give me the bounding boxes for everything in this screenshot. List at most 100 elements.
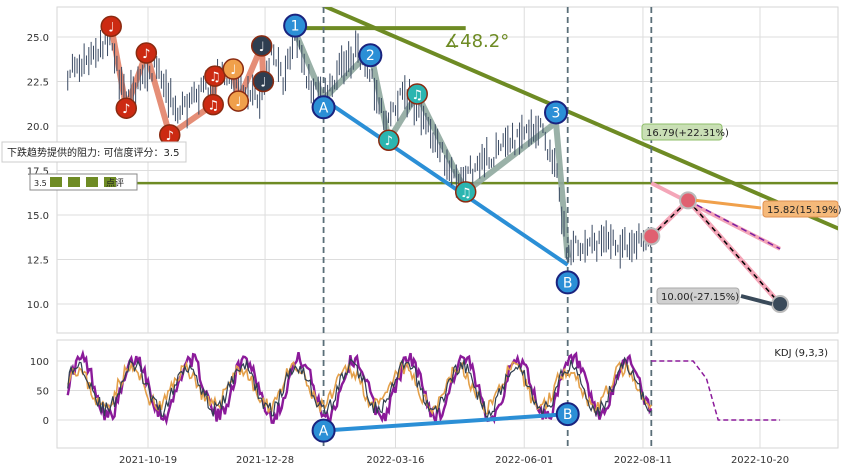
- forecast-origin-marker: [642, 227, 661, 246]
- price-y-tick: 25.0: [27, 33, 49, 44]
- note-marker-circle: [202, 93, 224, 116]
- annotations: ♩ ♪ ♪ ♪ ♫ ♫ ♩ ♩ ♩ ♩ ♪ ♫ ♫ 1 A 2 3 B A B ∡48.2° 下跌趋势提供的阻力: 可信度…: [1, 13, 842, 443]
- forecast-label-text: 10.00(-27.15%): [661, 292, 739, 303]
- note-marker-circle: [227, 90, 250, 112]
- note-marker-circle: [135, 42, 158, 64]
- note-marker-circle: [454, 181, 477, 203]
- note-marker: ♪: [135, 42, 158, 64]
- x-tick-label: 2021-10-19: [119, 455, 177, 466]
- note-marker: ♩: [227, 90, 250, 112]
- note-marker-circle: [406, 83, 428, 105]
- note-marker: ♪: [378, 129, 400, 151]
- axis-ticks: 25.0 22.5 20.0 17.5 15.0 12.5 10.0 100 50 0 2021-1…: [27, 33, 789, 466]
- price-y-tick: 17.5: [27, 167, 49, 178]
- rating-badge: 3.5 点评: [29, 173, 138, 191]
- rating-star: [50, 177, 62, 187]
- note-glyph: ♫: [460, 186, 472, 201]
- resistance-tooltip: 下跌趋势提供的阻力: 可信度评分：3.5: [1, 141, 187, 163]
- kdj-j-line: [66, 349, 653, 426]
- kdj-y-tick: 0: [43, 416, 49, 427]
- kdj-y-tick: 50: [36, 387, 49, 398]
- downtrend-resistance-line: [321, 7, 838, 231]
- note-marker: ♩: [100, 15, 122, 38]
- angle-label: ∡48.2°: [444, 31, 509, 52]
- pattern-point-circle: [283, 13, 308, 38]
- pattern-point-circle: [555, 270, 580, 295]
- pattern-point-A: A: [311, 95, 336, 120]
- kdj-k-line: [67, 356, 652, 418]
- x-tick-label: 2022-06-01: [495, 455, 553, 466]
- pattern-point-label: A: [319, 100, 329, 116]
- forecast-path-alt: [650, 181, 781, 251]
- rating-star: [104, 177, 116, 187]
- note-glyph: ♫: [411, 88, 423, 103]
- resistance-tooltip-box: [1, 141, 187, 163]
- kdj-divergence-line: [323, 412, 568, 433]
- forecast-arrow-up: [695, 198, 762, 210]
- red-zigzag-pattern: [108, 25, 267, 138]
- resistance-tooltip-text: 下跌趋势提供的阻力: 可信度评分：3.5: [7, 146, 179, 159]
- pattern-point-circle: [544, 100, 568, 125]
- forecast-label: 10.00(-27.15%): [656, 287, 740, 305]
- note-marker: ♩: [250, 35, 273, 57]
- note-marker: ♫: [406, 83, 428, 105]
- note-glyph: ♩: [230, 63, 236, 78]
- rating-tail: 点评: [106, 178, 124, 189]
- note-glyph: ♫: [209, 70, 221, 85]
- indicator-panel: [66, 340, 781, 448]
- forecast-label-box: [762, 200, 839, 218]
- note-glyph: ♩: [108, 20, 114, 35]
- divergence-point-A: A: [311, 418, 336, 443]
- kdj-legend: KDJ (9,3,3): [774, 348, 828, 359]
- note-glyph: ♩: [260, 76, 266, 91]
- note-marker: ♫: [204, 65, 226, 87]
- pattern-point-B: B: [555, 270, 580, 295]
- note-glyph: ♩: [235, 95, 241, 110]
- divergence-point-circle: [311, 418, 336, 443]
- forecast-label-box: [656, 287, 740, 305]
- note-marker-circle: [204, 65, 226, 87]
- price-y-tick: 15.0: [27, 211, 49, 222]
- x-tick-label: 2022-03-16: [366, 455, 424, 466]
- note-marker: ♫: [454, 181, 477, 203]
- note-glyph: ♪: [122, 102, 130, 117]
- forecast-label-text: 15.82(15.19%): [767, 205, 842, 216]
- note-marker-circle: [100, 15, 122, 38]
- note-marker-circle: [115, 97, 138, 119]
- x-tick-label: 2022-10-20: [731, 455, 789, 466]
- price-y-tick: 10.0: [27, 300, 49, 311]
- pattern-point-circle: [358, 43, 383, 68]
- forecast-arrow-down: [740, 294, 773, 306]
- divergence-point-B: B: [555, 402, 580, 427]
- divergence-point-label: A: [319, 424, 329, 440]
- note-glyph: ♪: [166, 129, 174, 144]
- note-marker-circle: [252, 70, 275, 93]
- rating-star: [68, 177, 80, 187]
- forecast-path-purple: [687, 199, 781, 250]
- forecast-path-down: [686, 198, 782, 306]
- note-marker-circle: [222, 58, 245, 80]
- rating-value: 3.5: [34, 179, 47, 188]
- pattern-point-label: 2: [366, 48, 375, 64]
- note-marker: ♫: [202, 93, 224, 116]
- note-glyph: ♪: [142, 47, 150, 62]
- gray-zigzag-pattern: [292, 30, 571, 258]
- pattern-point-2: 2: [358, 43, 383, 68]
- forecast-label-box: [641, 123, 723, 141]
- forecast-label: 16.79(+22.31%): [641, 123, 729, 141]
- price-y-tick: 12.5: [27, 256, 49, 267]
- pattern-point-1: 1: [283, 13, 308, 38]
- price-y-tick: 20.0: [27, 122, 49, 133]
- note-marker: ♩: [222, 58, 245, 80]
- forecast-low-marker: [771, 295, 790, 313]
- forecast-label: 15.82(15.19%): [762, 200, 842, 218]
- pattern-point-label: B: [563, 275, 573, 291]
- divergence-point-label: B: [563, 407, 573, 423]
- pattern-point-3: 3: [544, 100, 568, 125]
- note-marker: ♩: [252, 70, 275, 93]
- blue-support-line: [322, 97, 569, 267]
- x-tick-label: 2021-12-28: [236, 455, 294, 466]
- pattern-point-label: 3: [552, 105, 561, 121]
